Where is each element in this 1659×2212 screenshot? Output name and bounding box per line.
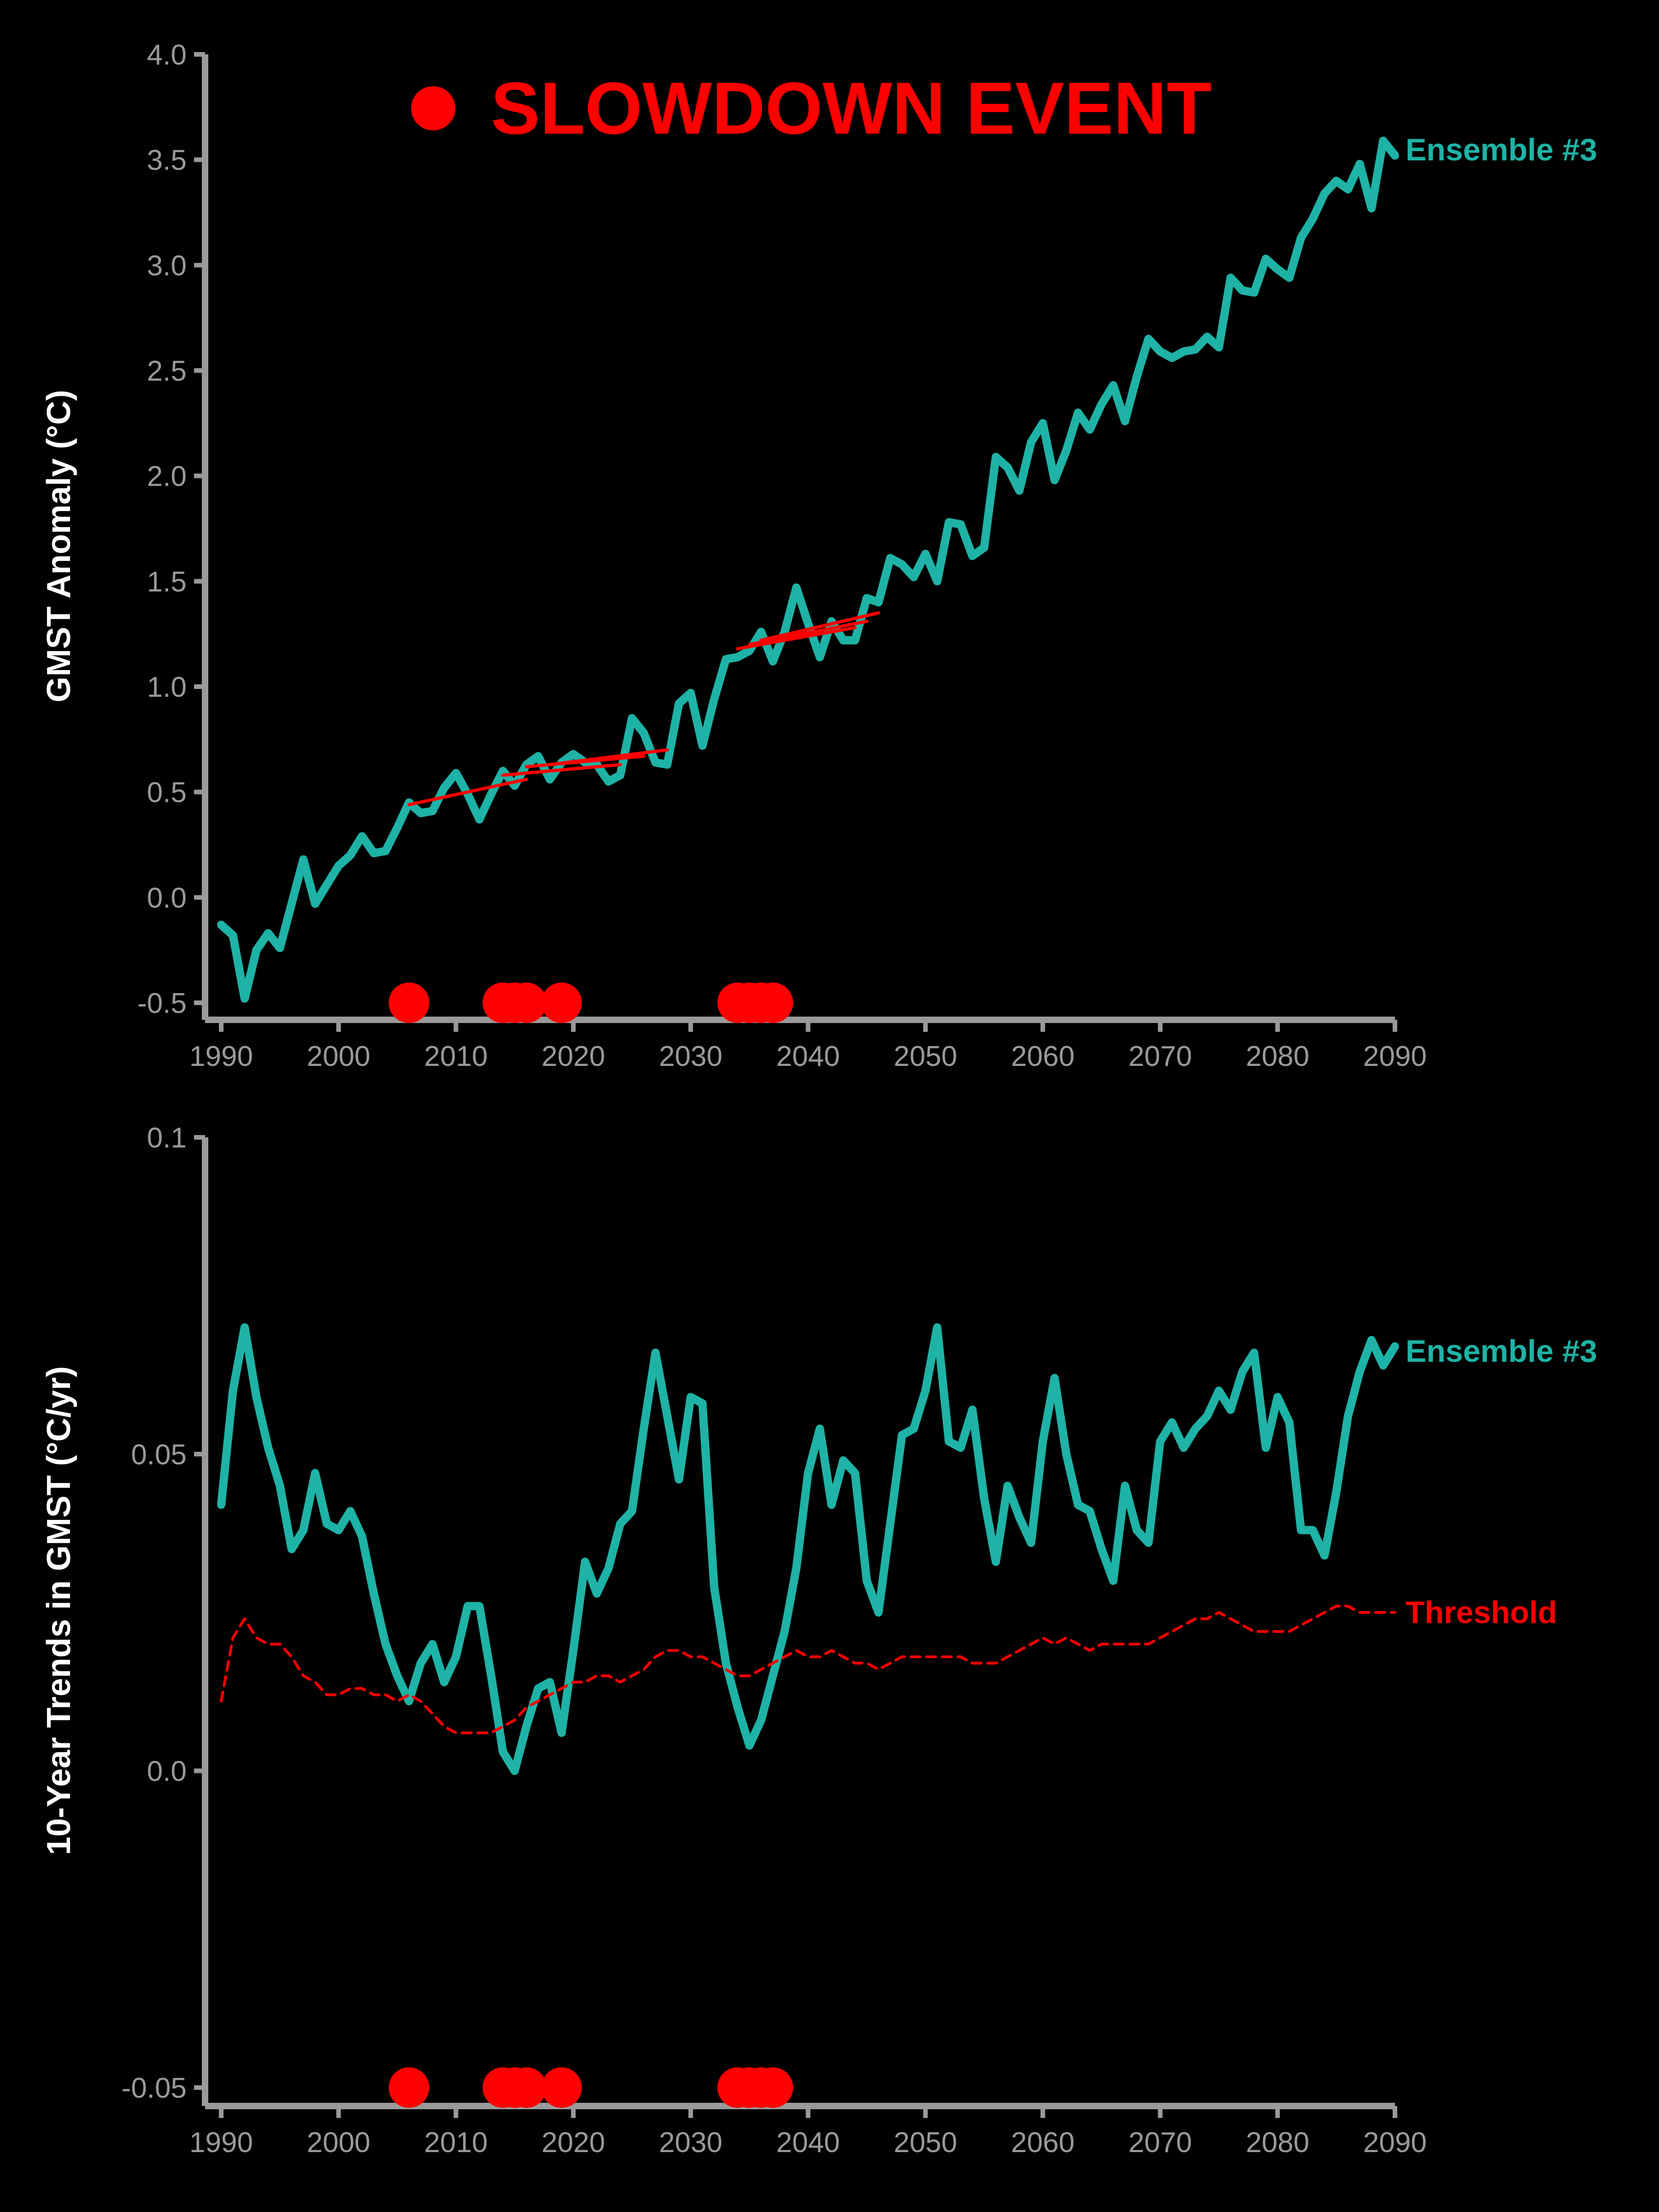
x-tick-label: 2090 [1363,2127,1427,2159]
y-tick-label: -0.5 [137,988,187,1019]
bottom-y-axis-title: 10-Year Trends in GMST (°C/yr) [41,1366,77,1855]
y-tick-label: 2.5 [147,355,187,387]
x-tick-label: 2000 [307,1041,371,1072]
legend-marker-icon [411,86,455,130]
slowdown-event-marker [506,982,547,1023]
x-tick-label: 1990 [189,2127,253,2159]
y-tick-label: 0.0 [147,1756,187,1788]
top-x-ticks: 1990 2000 2010 2020 2030 2040 2050 2060 2070 2080… [189,1020,1427,1072]
x-tick-label: 2020 [541,2127,605,2159]
slowdown-event-marker [506,2067,547,2108]
bottom-panel: -0.05 0.0 0.05 0.1 1990 2000 2010 2020 2030 2040… [41,1122,1597,2159]
slowdown-event-marker [541,2067,582,2108]
x-tick-label: 2070 [1129,2127,1192,2159]
y-tick-label: 1.5 [147,566,187,598]
top-y-axis-title: GMST Anomaly (°C) [41,390,77,702]
slowdown-event-marker [541,982,582,1023]
y-tick-label: 3.0 [147,250,187,282]
x-tick-label: 2060 [1011,2127,1075,2159]
y-tick-label: -0.05 [122,2072,187,2104]
top-y-ticks: -0.5 0.0 0.5 1.0 1.5 2.0 2.5 3.0 3.5 4.0 [137,39,205,1019]
slowdown-trend-segment [747,619,869,647]
top-panel: -0.5 0.0 0.5 1.0 1.5 2.0 2.5 3.0 3.5 4.0 1990 2000… [41,39,1597,1072]
slowdown-trend-segment [501,763,622,777]
bottom-series [217,1323,1399,1775]
bottom-series-label-threshold: Threshold [1406,1595,1557,1630]
slowdown-trend-segment [548,748,669,766]
x-tick-label: 2070 [1129,1041,1192,1072]
slowdown-event-marker [753,982,794,1023]
bottom-y-ticks: -0.05 0.0 0.05 0.1 [122,1122,205,2104]
x-tick-label: 2040 [777,2127,840,2159]
bottom-series-label-ensemble: Ensemble #3 [1406,1334,1597,1369]
slowdown-event-marker [388,2067,429,2108]
slowdown-trend-segment [759,611,880,642]
slowdown-event-marker [388,982,429,1023]
slowdown-trend-segment [736,626,857,651]
slowdown-trend-segment [407,777,528,806]
y-tick-label: 0.05 [131,1439,187,1471]
y-tick-label: 3.5 [147,145,187,176]
y-tick-label: 1.0 [147,671,187,703]
top-series-label-ensemble: Ensemble #3 [1406,132,1597,167]
x-tick-label: 2080 [1246,1041,1309,1072]
x-tick-label: 1990 [189,1041,253,1072]
ensemble-3-line [217,1323,1399,1775]
bottom-x-ticks: 1990 2000 2010 2020 2030 2040 2050 2060 2070 2080… [189,2106,1427,2159]
x-tick-label: 2010 [424,2127,488,2159]
top-event-markers [388,982,794,1023]
x-tick-label: 2010 [424,1041,488,1072]
y-tick-label: 0.1 [147,1122,187,1154]
x-tick-label: 2030 [659,2127,723,2159]
slowdown-event-marker [753,2067,794,2108]
y-tick-label: 2.0 [147,461,187,493]
x-tick-label: 2090 [1363,1041,1427,1072]
x-tick-label: 2080 [1246,2127,1309,2159]
top-series [217,136,1399,1003]
legend: SLOWDOWN EVENT [411,67,1212,149]
top-trend-segments [407,611,880,806]
x-tick-label: 2000 [307,2127,371,2159]
ensemble-3-line [217,136,1399,1003]
y-tick-label: 0.5 [147,777,187,809]
threshold-line [220,1605,1396,1735]
legend-label: SLOWDOWN EVENT [491,67,1212,149]
x-tick-label: 2060 [1011,1041,1075,1072]
bottom-event-markers [388,2067,794,2108]
x-tick-label: 2020 [541,1041,605,1072]
x-tick-label: 2030 [659,1041,723,1072]
x-tick-label: 2050 [894,1041,957,1072]
x-tick-label: 2040 [777,1041,840,1072]
x-tick-label: 2050 [894,2127,957,2159]
y-tick-label: 4.0 [147,39,187,71]
y-tick-label: 0.0 [147,882,187,914]
